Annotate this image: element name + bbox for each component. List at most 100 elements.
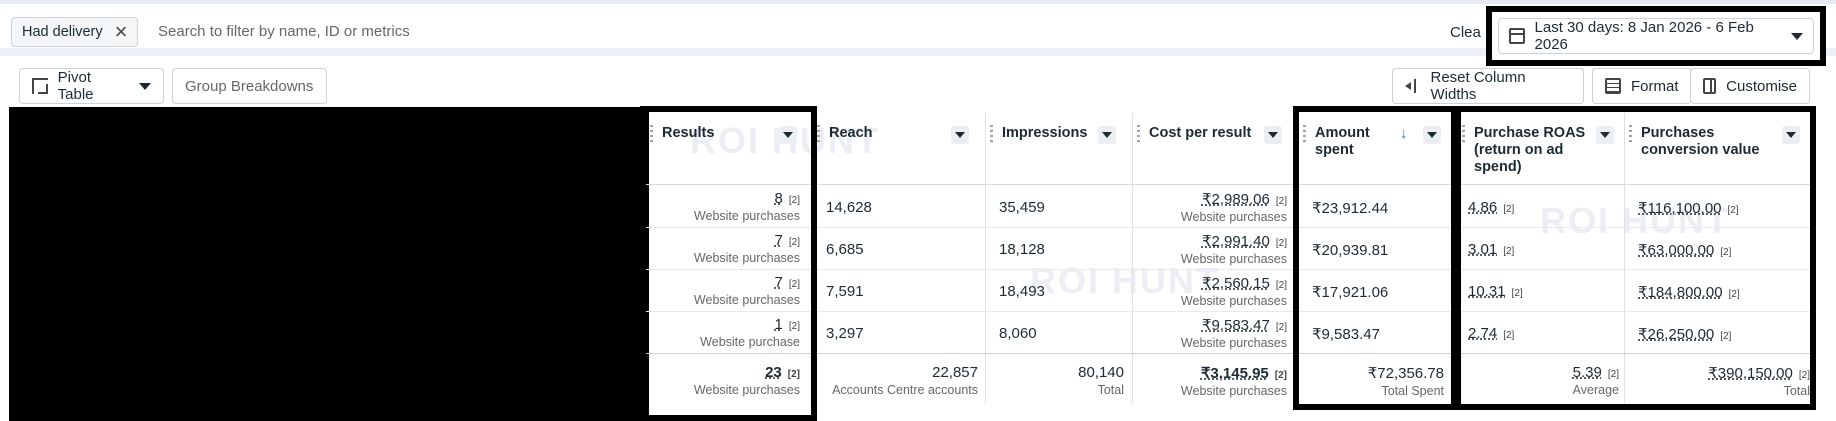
impressions-cell: 35,459 (999, 199, 1045, 216)
date-range-label: Last 30 days: 8 Jan 2026 - 6 Feb 2026 (1534, 19, 1754, 53)
divider (646, 269, 1810, 270)
roas-value[interactable]: 4.86 (1468, 199, 1498, 216)
results-total-value[interactable]: 23 (765, 364, 782, 381)
cost-per-result-value[interactable]: ₹2,991.40 (1201, 233, 1270, 250)
amount-spent-cell: ₹23,912.44 (1312, 200, 1389, 217)
filter-bar: Had delivery × Search to filter by name,… (0, 0, 1836, 66)
roas-cell: 4.86 [2] (1468, 199, 1515, 216)
roas-value[interactable]: 3.01 (1468, 241, 1498, 258)
format-button[interactable]: Format (1592, 68, 1692, 104)
divider (646, 311, 1810, 312)
chevron-down-icon[interactable] (1098, 126, 1116, 144)
results-cell: 7 [2] Website purchases (693, 232, 800, 265)
results-value[interactable]: 8 (774, 190, 783, 207)
pivot-table-label: Pivot Table (57, 69, 94, 103)
column-title: Results (662, 125, 715, 141)
date-range-highlight: Last 30 days: 8 Jan 2026 - 6 Feb 2026 (1486, 6, 1826, 66)
reach-total: 22,857 Accounts Centre accounts (832, 364, 978, 397)
impressions-cell: 8,060 (999, 325, 1037, 342)
reset-label: Reset Column Widths (1430, 69, 1526, 103)
column-title: Cost per result (1149, 125, 1252, 141)
cost-per-result-value[interactable]: ₹2,560.15 (1201, 275, 1270, 292)
impressions-cell: 18,493 (999, 283, 1045, 300)
column-title: Reach (829, 125, 873, 141)
sort-arrow-icon[interactable]: ↓ (1400, 125, 1408, 142)
cost-per-result-total-value[interactable]: ₹3,145.95 (1200, 365, 1269, 382)
pivot-table-button[interactable]: Pivot Table (19, 68, 164, 104)
group-breakdowns-button[interactable]: Group Breakdowns (172, 68, 327, 104)
cost-per-result-cell: ₹2,991.40 [2] Website purchases (1180, 233, 1287, 266)
chevron-down-icon[interactable] (1596, 126, 1614, 144)
impressions-total: 80,140 Total (1078, 364, 1124, 397)
column-header-results[interactable]: Results (646, 113, 812, 185)
chevron-down-icon[interactable] (1423, 126, 1441, 144)
conversion-value-cell: ₹184,800.00 [2] (1638, 284, 1740, 301)
search-input[interactable]: Search to filter by name, ID or metrics (158, 23, 410, 40)
column-header-purchase-roas[interactable]: Purchase ROAS (return on ad spend) (1458, 113, 1624, 185)
drag-handle-icon[interactable] (1462, 125, 1465, 143)
customise-button[interactable]: Customise (1690, 68, 1810, 104)
chevron-down-icon (139, 82, 151, 90)
clear-button[interactable]: Clea (1450, 24, 1481, 41)
amount-spent-cell: ₹9,583.47 (1312, 326, 1380, 343)
reach-cell: 7,591 (826, 283, 864, 300)
calendar-icon (1509, 28, 1525, 44)
watermark: ROI HUNT (1540, 200, 1730, 241)
table-icon (1605, 78, 1621, 94)
drag-handle-icon[interactable] (817, 125, 820, 143)
chevron-down-icon[interactable] (779, 126, 797, 144)
filter-chip-label: Had delivery (22, 24, 103, 40)
drag-handle-icon[interactable] (1629, 125, 1632, 143)
cost-per-result-cell: ₹2,560.15 [2] Website purchases (1180, 275, 1287, 308)
results-value[interactable]: 1 (774, 316, 783, 333)
results-cell: 8 [2] Website purchases (693, 190, 800, 223)
close-icon[interactable]: × (114, 19, 128, 44)
roas-cell: 2.74 [2] (1468, 325, 1515, 342)
results-total: 23 [2] Website purchases (693, 364, 800, 397)
drag-handle-icon[interactable] (650, 125, 653, 143)
roas-cell: 3.01 [2] (1468, 241, 1515, 258)
drag-handle-icon[interactable] (990, 125, 993, 143)
watermark: ROI HUNT (1030, 260, 1220, 301)
conversion-value[interactable]: ₹116,100.00 (1638, 200, 1722, 217)
conversion-value-cell: ₹26,250.00 [2] (1638, 326, 1732, 343)
reset-column-widths-button[interactable]: Reset Column Widths (1392, 68, 1584, 104)
roas-total: 5.39 [2] Average (1572, 364, 1619, 397)
amount-spent-total: ₹72,356.78 Total Spent (1367, 365, 1444, 398)
conversion-value[interactable]: ₹184,800.00 (1638, 284, 1723, 301)
results-value[interactable]: 7 (774, 232, 783, 249)
conversion-value[interactable]: ₹26,250.00 (1638, 326, 1715, 343)
date-range-button[interactable]: Last 30 days: 8 Jan 2026 - 6 Feb 2026 (1498, 18, 1814, 54)
roas-total-value[interactable]: 5.39 (1572, 364, 1602, 381)
chevron-down-icon[interactable] (1782, 126, 1800, 144)
reach-cell: 14,628 (826, 199, 872, 216)
divider (1452, 113, 1453, 403)
divider (1298, 113, 1299, 403)
results-value[interactable]: 7 (774, 274, 783, 291)
drag-handle-icon[interactable] (1303, 125, 1306, 143)
chevron-down-icon[interactable] (951, 126, 969, 144)
cost-per-result-value[interactable]: ₹2,989.06 (1201, 191, 1270, 208)
divider (646, 227, 1810, 228)
conversion-value-total-value[interactable]: ₹390,150.00 (1708, 365, 1793, 382)
roas-value[interactable]: 2.74 (1468, 325, 1498, 342)
cost-per-result-value[interactable]: ₹9,583.47 (1201, 317, 1270, 334)
column-title: Amount spent (1315, 125, 1370, 158)
drag-handle-icon[interactable] (1137, 125, 1140, 143)
reach-cell: 6,685 (826, 241, 864, 258)
impressions-cell: 18,128 (999, 241, 1045, 258)
chevron-down-icon (1791, 32, 1803, 40)
cost-per-result-cell: ₹2,989.06 [2] Website purchases (1180, 191, 1287, 224)
column-header-amount-spent[interactable]: Amount spent ↓ (1299, 113, 1451, 185)
column-header-impressions[interactable]: Impressions (986, 113, 1132, 185)
column-header-reach[interactable]: Reach (813, 113, 985, 185)
conversion-value[interactable]: ₹63,000.00 (1638, 242, 1715, 259)
column-title: Purchases conversion value (1641, 125, 1760, 158)
chevron-down-icon[interactable] (1264, 126, 1282, 144)
columns-icon (1703, 78, 1717, 94)
column-header-purchases-conversion-value[interactable]: Purchases conversion value (1625, 113, 1810, 185)
roas-value[interactable]: 10.31 (1468, 283, 1506, 300)
results-cell: 7 [2] Website purchases (693, 274, 800, 307)
column-header-cost-per-result[interactable]: Cost per result (1133, 113, 1294, 185)
filter-chip[interactable]: Had delivery × (11, 17, 139, 47)
